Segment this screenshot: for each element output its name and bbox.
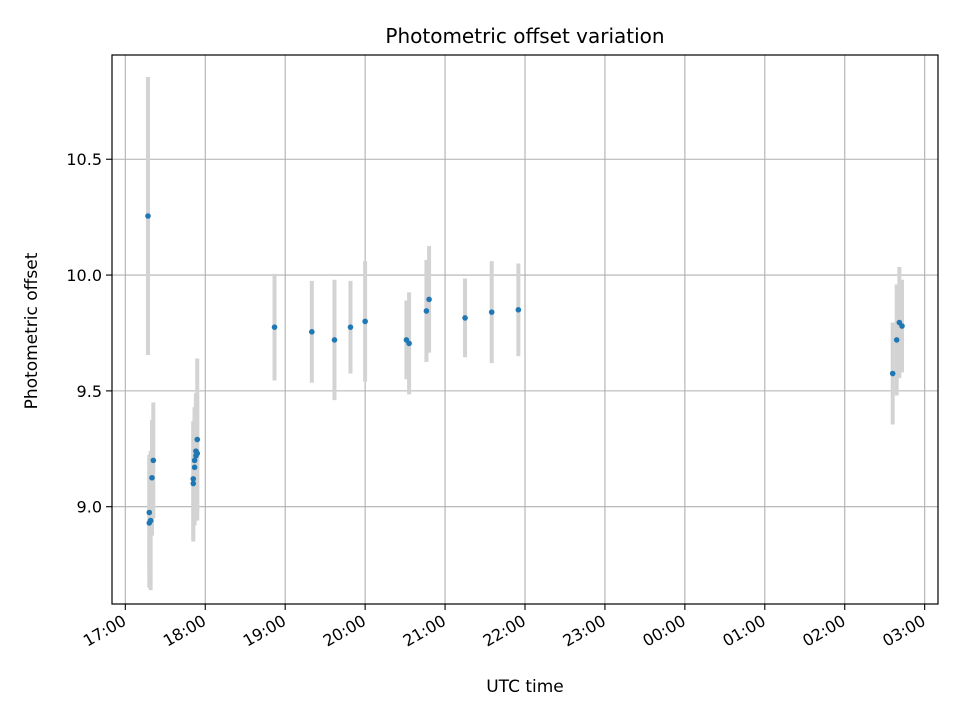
data-point bbox=[149, 474, 155, 481]
data-point bbox=[194, 436, 201, 443]
data-point bbox=[194, 450, 201, 457]
data-point bbox=[147, 517, 154, 524]
data-point bbox=[423, 308, 430, 314]
x-axis-title: UTC time bbox=[486, 677, 564, 697]
data-point bbox=[190, 476, 197, 482]
y-axis: 9.0 9.5 10.0 10.5 bbox=[66, 150, 112, 517]
data-point bbox=[191, 457, 198, 464]
data-point bbox=[145, 213, 151, 219]
data-point bbox=[146, 509, 153, 516]
y-tick-label: 9.5 bbox=[77, 382, 102, 401]
data-point bbox=[150, 457, 157, 464]
data-point bbox=[515, 307, 522, 313]
data-point bbox=[406, 340, 412, 347]
data-point bbox=[899, 323, 905, 329]
grid bbox=[112, 55, 938, 604]
data-point bbox=[191, 464, 198, 471]
y-tick-label: 9.0 bbox=[77, 498, 102, 517]
y-tick-label: 10.0 bbox=[66, 266, 102, 285]
data-point bbox=[309, 329, 315, 335]
data-point bbox=[893, 337, 900, 343]
y-tick-label: 10.5 bbox=[66, 150, 102, 169]
data-point bbox=[190, 480, 197, 487]
data-point bbox=[362, 318, 368, 325]
data-point bbox=[426, 296, 432, 303]
data-point bbox=[347, 324, 354, 330]
data-points bbox=[145, 213, 905, 526]
data-point bbox=[488, 309, 495, 315]
chart-title: Photometric offset variation bbox=[385, 24, 664, 48]
data-point bbox=[271, 324, 278, 330]
data-point bbox=[462, 315, 468, 321]
data-point bbox=[331, 337, 338, 343]
data-point bbox=[889, 370, 896, 377]
y-axis-title: Photometric offset bbox=[22, 252, 42, 409]
